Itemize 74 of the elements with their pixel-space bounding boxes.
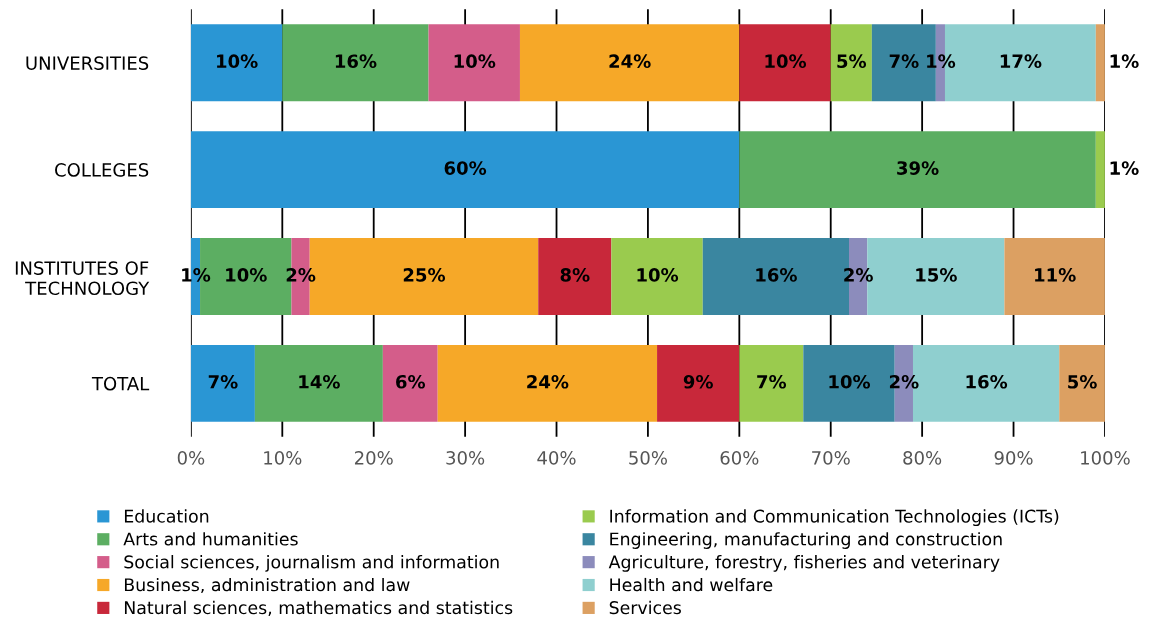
data-label: 16% <box>335 54 377 69</box>
legend-label: Education <box>124 509 209 523</box>
x-tick-label: 10% <box>264 451 302 465</box>
data-label: 39% <box>897 161 939 175</box>
data-label: 24% <box>527 374 569 389</box>
legend-label: Natural sciences, mathematics and statistics <box>124 600 513 616</box>
bar <box>190 344 255 422</box>
legend-label: Business, administration and law <box>124 577 410 594</box>
y-tick-label: INSTITUTES OF TECHNOLOGY <box>15 261 150 296</box>
data-label: 17% <box>1000 54 1042 69</box>
bar <box>282 24 429 102</box>
data-label: 14% <box>299 374 340 389</box>
x-tick-label: 60% <box>720 451 759 465</box>
data-label: 10% <box>217 54 258 69</box>
data-label: 1% <box>1110 54 1139 69</box>
data-label: 15% <box>916 268 957 282</box>
bar <box>190 131 740 209</box>
legend-label: Health and welfare <box>610 577 773 592</box>
data-label: 10% <box>454 54 496 69</box>
bar <box>519 24 740 102</box>
bar <box>739 24 831 102</box>
data-label: 6% <box>396 374 426 389</box>
data-label: 60% <box>444 161 487 175</box>
bar <box>611 238 703 315</box>
bar <box>382 344 438 422</box>
bar <box>1059 344 1105 422</box>
data-label: 2% <box>844 268 873 282</box>
data-label: 9% <box>683 374 713 389</box>
data-label: 2% <box>889 374 919 389</box>
x-tick-label: 100% <box>1081 451 1130 465</box>
x-tick-label: 20% <box>354 451 393 465</box>
bar <box>739 344 804 422</box>
data-label: 10% <box>637 268 679 282</box>
legend-label: Engineering, manufacturing and construction <box>610 532 1002 549</box>
data-label: 1% <box>927 54 956 69</box>
x-tick-label: 40% <box>537 451 576 465</box>
y-tick-label: UNIVERSITIES <box>26 56 149 70</box>
bar <box>190 24 283 102</box>
x-tick-label: 0% <box>177 451 205 465</box>
bar <box>254 344 383 422</box>
bar <box>1004 238 1105 315</box>
data-label: 1% <box>1110 161 1139 175</box>
x-tick-label: 50% <box>629 451 667 465</box>
legend-label: Services <box>609 600 681 615</box>
data-label: 16% <box>756 268 797 282</box>
y-tick-label: TOTAL <box>91 376 150 391</box>
data-label: 16% <box>966 374 1008 389</box>
data-label: 10% <box>829 374 871 389</box>
legend-label: Arts and humanities <box>123 532 298 546</box>
bar <box>428 24 520 102</box>
x-tick-label: 80% <box>903 451 942 465</box>
data-label: 10% <box>765 54 807 69</box>
legend-label: Information and Communication Technologies (ICTs) <box>610 509 1059 527</box>
data-label: 25% <box>403 268 446 282</box>
data-label: 7% <box>208 374 238 389</box>
bar <box>830 24 872 102</box>
data-label: 7% <box>889 54 919 69</box>
bar <box>437 344 658 422</box>
data-label: 7% <box>757 374 787 389</box>
y-tick-label: COLLEGES <box>55 163 149 177</box>
bar <box>739 131 1096 209</box>
data-label: 10% <box>226 268 267 282</box>
legend-label: Agriculture, forestry, fisheries and veterinary <box>608 555 1000 572</box>
bar <box>657 344 740 422</box>
data-label: 11% <box>1035 268 1076 282</box>
bar <box>538 238 612 315</box>
data-label: 8% <box>560 268 590 282</box>
legend-label: Social sciences, journalism and information <box>124 555 499 572</box>
data-label: 5% <box>837 54 867 69</box>
x-tick-label: 30% <box>446 451 485 465</box>
data-label: 24% <box>609 54 651 69</box>
x-tick-label: 70% <box>812 451 850 465</box>
x-tick-label: 90% <box>994 451 1033 465</box>
data-label: 5% <box>1068 374 1097 389</box>
